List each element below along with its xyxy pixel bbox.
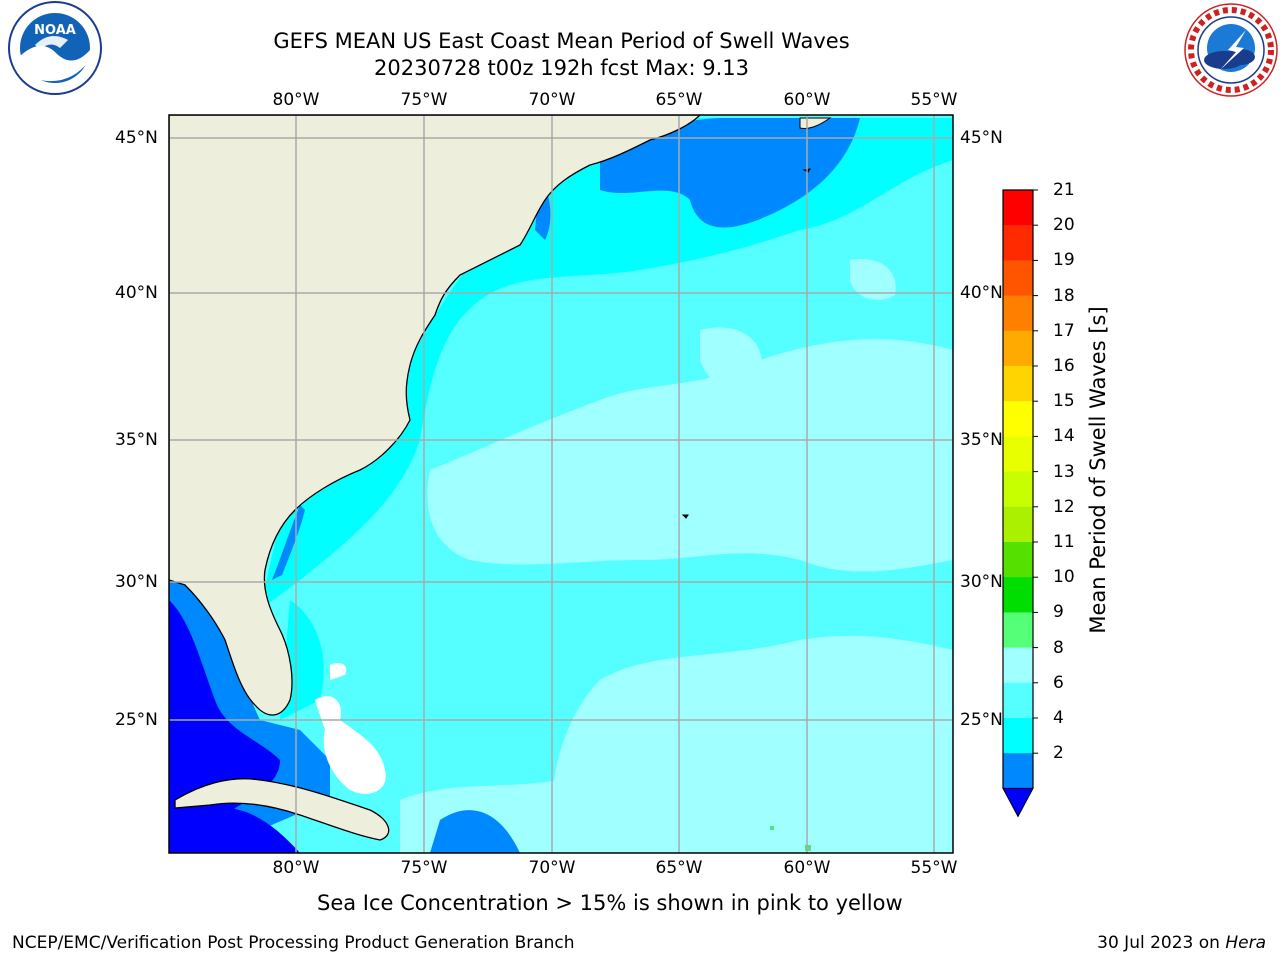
colorbar-segment xyxy=(1003,330,1033,367)
lat-label-right: 40°N xyxy=(960,283,1003,303)
lat-label-left: 25°N xyxy=(115,710,158,730)
colorbar-extend-arrow xyxy=(1002,787,1034,818)
map-frame xyxy=(168,114,954,854)
lon-label-top: 55°W xyxy=(910,90,958,110)
lat-label-right: 35°N xyxy=(960,430,1003,450)
colorbar-segment xyxy=(1003,190,1033,226)
footer-date-text: 30 Jul 2023 on xyxy=(1097,933,1226,953)
lon-label-top: 65°W xyxy=(655,90,703,110)
colorbar-segment xyxy=(1003,506,1033,543)
footer-credit: NCEP/EMC/Verification Post Processing Pr… xyxy=(12,933,575,953)
colorbar-segment xyxy=(1003,682,1033,719)
colorbar-segment xyxy=(1003,542,1033,578)
colorbar-tick-label: 14 xyxy=(1053,426,1075,447)
colorbar-segment xyxy=(1003,647,1033,684)
lon-label-bottom: 70°W xyxy=(528,858,576,878)
map-area xyxy=(169,115,953,853)
footer-date: 30 Jul 2023 on Hera xyxy=(1097,933,1266,953)
lat-label-left: 35°N xyxy=(115,430,158,450)
colorbar-frame xyxy=(1002,189,1034,789)
colorbar-segment xyxy=(1003,366,1033,402)
colorbar-segment xyxy=(1003,471,1033,508)
lon-label-bottom: 80°W xyxy=(272,858,320,878)
noaa-logo: NOAA xyxy=(8,1,102,95)
colorbar-tick-label: 9 xyxy=(1053,602,1064,623)
lon-label-top: 75°W xyxy=(400,90,448,110)
colorbar-tick-label: 16 xyxy=(1053,356,1075,376)
lon-label-bottom: 55°W xyxy=(910,858,958,878)
lat-label-left: 40°N xyxy=(115,283,158,303)
colorbar-tick-label: 19 xyxy=(1053,250,1075,271)
colorbar-segment xyxy=(1003,718,1033,754)
colorbar-segment xyxy=(1003,436,1033,473)
lat-label-right: 30°N xyxy=(960,572,1003,592)
colorbar-tick-label: 20 xyxy=(1053,215,1075,236)
lon-label-top: 70°W xyxy=(528,90,576,110)
nws-logo xyxy=(1184,3,1278,97)
colorbar-segment xyxy=(1003,260,1033,297)
graticule xyxy=(169,115,953,853)
map-subtitle: 20230728 t00z 192h fcst Max: 9.13 xyxy=(374,56,749,80)
colorbar-tick-label: 21 xyxy=(1053,180,1075,200)
colorbar-tick-label: 6 xyxy=(1053,672,1064,693)
noaa-logo-text: NOAA xyxy=(34,23,76,38)
colorbar-segment xyxy=(1003,225,1033,261)
colorbar-segment xyxy=(1003,753,1033,789)
lat-label-right: 45°N xyxy=(960,128,1003,148)
colorbar-segment xyxy=(1003,401,1033,437)
colorbar-tick-label: 11 xyxy=(1053,532,1075,552)
colorbar-tick-label: 10 xyxy=(1053,567,1075,588)
colorbar-tick-label: 4 xyxy=(1053,708,1064,728)
colorbar-label: Mean Period of Swell Waves [s] xyxy=(1086,306,1110,634)
lat-label-right: 25°N xyxy=(960,710,1003,730)
map-title: GEFS MEAN US East Coast Mean Period of S… xyxy=(273,29,850,53)
colorbar-tick-label: 18 xyxy=(1053,285,1075,306)
lat-label-left: 30°N xyxy=(115,572,158,592)
colorbar-tick-label: 2 xyxy=(1053,743,1064,764)
sea-ice-note: Sea Ice Concentration > 15% is shown in … xyxy=(317,891,903,915)
lon-label-bottom: 60°W xyxy=(783,858,831,878)
lon-label-top: 80°W xyxy=(272,90,320,110)
colorbar-tick-label: 17 xyxy=(1053,320,1075,341)
lon-label-bottom: 75°W xyxy=(400,858,448,878)
lon-label-top: 60°W xyxy=(783,90,831,110)
colorbar-tick-label: 8 xyxy=(1053,637,1064,658)
colorbar-tick-label: 15 xyxy=(1053,391,1075,412)
lat-label-left: 45°N xyxy=(115,128,158,148)
colorbar-segment xyxy=(1003,577,1033,613)
colorbar xyxy=(1002,189,1038,818)
colorbar-tick-label: 12 xyxy=(1053,496,1075,517)
colorbar-tick-label: 13 xyxy=(1053,461,1075,482)
footer-host: Hera xyxy=(1225,933,1266,953)
colorbar-segment xyxy=(1003,612,1033,649)
lon-label-bottom: 65°W xyxy=(655,858,703,878)
colorbar-segment xyxy=(1003,295,1033,332)
